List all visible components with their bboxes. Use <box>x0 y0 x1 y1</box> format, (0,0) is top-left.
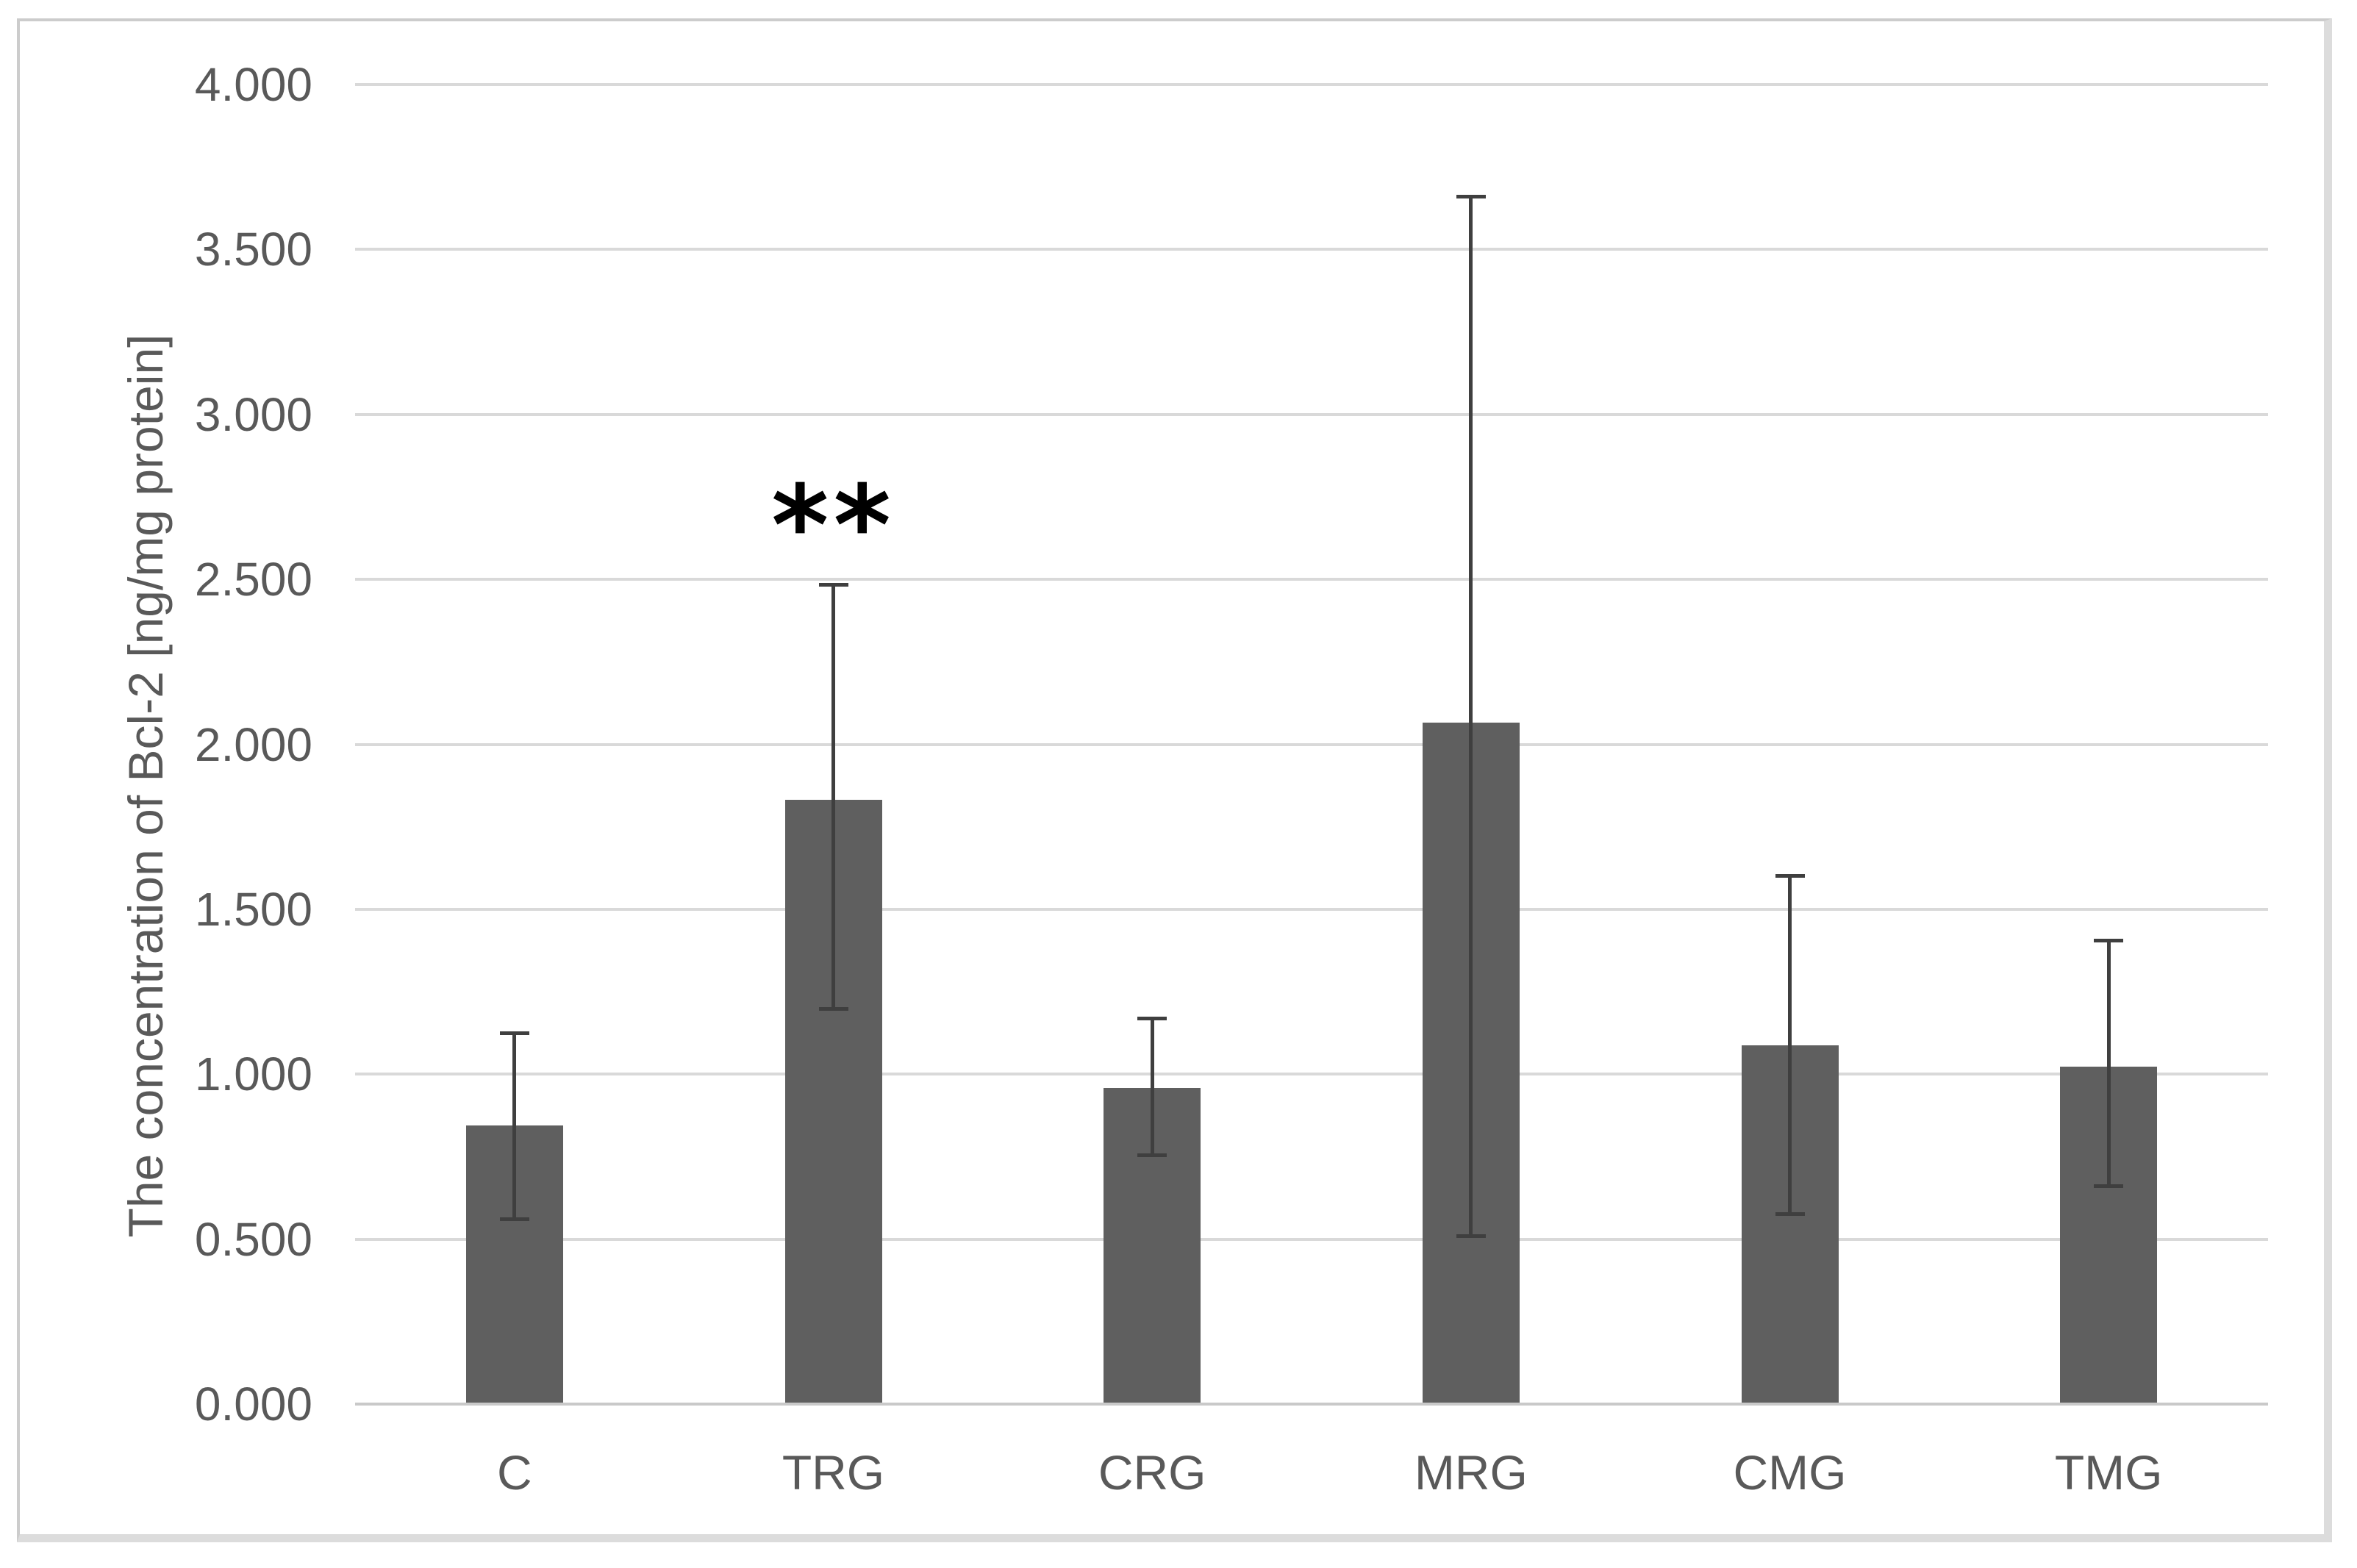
gridline <box>355 578 2268 581</box>
x-tick-label-mrg: MRG <box>1414 1445 1528 1500</box>
error-bar-cap-bottom <box>818 1006 848 1011</box>
gridline <box>355 248 2268 251</box>
error-bar-cap-bottom <box>2094 1184 2124 1189</box>
significance-annotation: ** <box>771 462 895 591</box>
error-bar <box>1788 876 1792 1214</box>
error-bar-cap-top <box>499 1031 529 1035</box>
error-bar <box>512 1033 517 1220</box>
error-bar-cap-bottom <box>1456 1234 1486 1238</box>
error-bar-cap-bottom <box>499 1217 529 1222</box>
error-bar <box>1469 196 1473 1236</box>
y-tick-label: 1.000 <box>194 1048 312 1101</box>
x-tick-label-cmg: CMG <box>1733 1445 1847 1500</box>
error-bar-cap-top <box>2094 938 2124 942</box>
gridline <box>355 742 2268 746</box>
error-bar <box>2106 940 2111 1186</box>
y-tick-label: 3.500 <box>194 223 312 276</box>
gridline <box>355 1237 2268 1241</box>
y-tick-label: 4.000 <box>194 58 312 111</box>
y-tick-label: 1.500 <box>194 882 312 936</box>
gridline <box>355 907 2268 911</box>
error-bar-cap-bottom <box>1775 1212 1805 1217</box>
x-tick-label-trg: TRG <box>782 1445 885 1500</box>
x-tick-label-tmg: TMG <box>2054 1445 2163 1500</box>
y-tick-label: 0.000 <box>194 1378 312 1431</box>
gridline <box>355 83 2268 86</box>
gridline <box>355 412 2268 416</box>
y-tick-label: 3.000 <box>194 387 312 441</box>
x-tick-label-crg: CRG <box>1098 1445 1206 1500</box>
error-bar-cap-top <box>1456 195 1486 199</box>
x-tick-label-c: C <box>496 1445 532 1500</box>
error-bar-cap-bottom <box>1137 1153 1167 1157</box>
error-bar-cap-top <box>1137 1017 1167 1021</box>
x-axis-line <box>355 1403 2268 1406</box>
error-bar <box>1150 1018 1154 1156</box>
y-tick-label: 2.000 <box>194 717 312 771</box>
error-bar <box>831 584 835 1009</box>
error-bar-cap-top <box>818 583 848 587</box>
y-tick-label: 2.500 <box>194 553 312 606</box>
gridline <box>355 1073 2268 1076</box>
y-tick-label: 0.500 <box>194 1212 312 1266</box>
error-bar-cap-top <box>1775 874 1805 878</box>
